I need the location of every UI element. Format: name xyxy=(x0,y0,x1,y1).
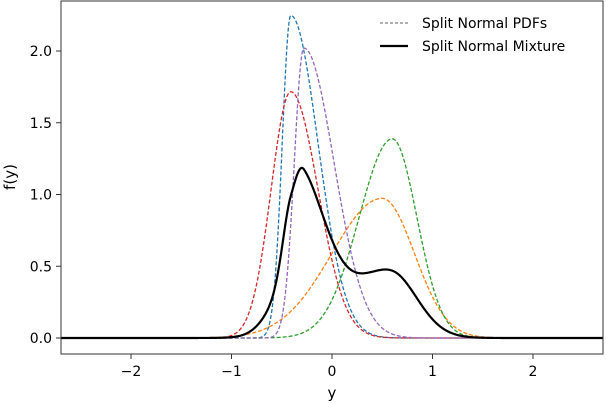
y-tick-label: 0.5 xyxy=(30,259,52,275)
y-tick-label: 0.0 xyxy=(30,331,52,347)
y-tick-label: 2.0 xyxy=(30,44,52,60)
mixture-curve xyxy=(61,166,603,340)
legend-label-pdfs: Split Normal PDFs xyxy=(422,16,547,32)
x-axis-label: y xyxy=(328,384,337,402)
y-tick-label: 1.0 xyxy=(30,188,52,204)
y-tick-label: 1.5 xyxy=(30,116,52,132)
x-tick-label: −2 xyxy=(121,364,142,380)
y-axis-ticks: 0.0 0.5 1.0 1.5 2.0 xyxy=(30,44,61,347)
x-tick-label: 0 xyxy=(328,364,337,380)
pdf-curve-5 xyxy=(61,47,603,339)
y-axis-label: f(y) xyxy=(1,164,19,190)
legend: Split Normal PDFs Split Normal Mixture xyxy=(380,16,565,55)
pdf-curve-2 xyxy=(61,197,603,339)
x-tick-label: 1 xyxy=(428,364,437,380)
x-tick-label: −1 xyxy=(221,364,242,380)
legend-label-mixture: Split Normal Mixture xyxy=(422,39,565,55)
x-tick-label: 2 xyxy=(529,364,538,380)
pdf-curve-1 xyxy=(61,14,603,339)
pdf-curve-4 xyxy=(61,91,603,339)
plot-curves xyxy=(61,14,603,340)
x-axis-ticks: −2 −1 0 1 2 xyxy=(121,354,538,380)
